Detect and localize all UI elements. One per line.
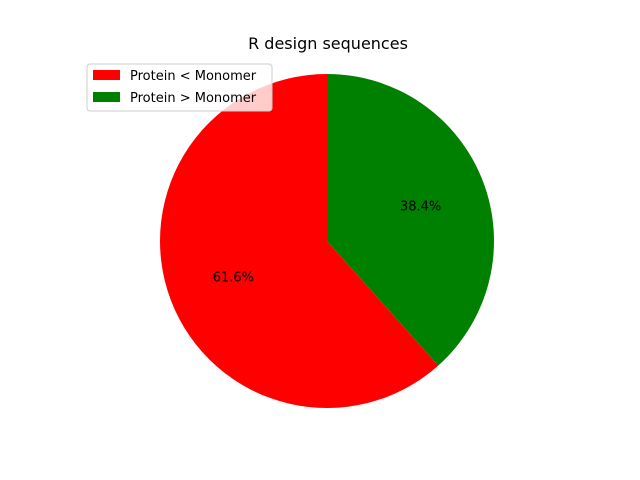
- pie-labels: 38.4% 61.6%: [213, 199, 442, 285]
- legend-swatch-0: [93, 70, 120, 80]
- pie-slice-0: [327, 74, 494, 366]
- pie-slices: [160, 74, 494, 408]
- legend-label-1: Protein > Monomer: [130, 91, 257, 106]
- legend-frame: [86, 63, 273, 112]
- pie-slice-label-1: 61.6%: [213, 271, 254, 286]
- legend-label-0: Protein < Monomer: [130, 69, 257, 84]
- chart-title: R design sequences: [248, 34, 408, 53]
- legend-swatch-1: [93, 92, 120, 102]
- pie-slice-label-0: 38.4%: [400, 199, 441, 214]
- legend: Protein < Monomer Protein > Monomer: [86, 63, 273, 112]
- pie-slice-1: [160, 74, 439, 408]
